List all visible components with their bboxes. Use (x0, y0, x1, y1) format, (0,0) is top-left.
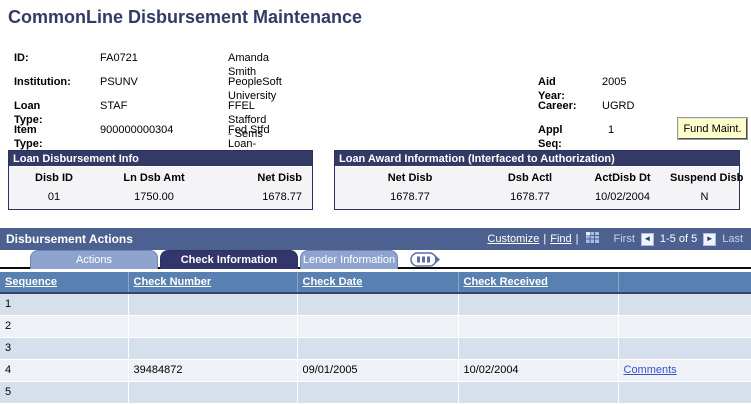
appl-seq-label: Appl Seq: (538, 124, 563, 150)
sequence-cell: 5 (0, 381, 129, 404)
download-grid-icon[interactable] (585, 231, 600, 247)
grid-row-5: 5 (0, 381, 751, 404)
column-header-disb-id: Disb ID (35, 172, 73, 184)
award-net-disb-value: 1678.77 (390, 191, 430, 203)
grid-row-1: 1 (0, 293, 751, 316)
actdisb-dt-value: 10/02/2004 (594, 191, 651, 203)
column-header-net-disb: Net Disb (257, 172, 302, 184)
career-value: UGRD (602, 100, 635, 112)
find-link[interactable]: Find (550, 233, 572, 245)
loan-type-label: Loan Type: (14, 100, 43, 126)
check-number-cell: 39484872 (128, 359, 298, 382)
column-header-suspend-disb: Suspend Disb (670, 172, 744, 184)
column-header-ln-dsb-amt: Ln Dsb Amt (123, 172, 185, 184)
check-number-cell (128, 293, 298, 316)
previous-rows-icon[interactable]: ◄ (640, 232, 654, 246)
grid-header-empty (618, 272, 751, 294)
separator: | (575, 233, 579, 245)
sort-check-date-link[interactable]: Check Date (302, 276, 363, 288)
link-cell (618, 315, 751, 338)
check-received-cell (458, 315, 619, 338)
check-received-cell (458, 337, 619, 360)
fund-maint-button[interactable]: Fund Maint. (678, 118, 747, 139)
sequence-cell: 4 (0, 359, 129, 382)
comments-link[interactable]: Comments (623, 364, 677, 376)
column-header-actdisb-dt: ActDisb Dt (594, 172, 651, 184)
grid-row-4: 4 39484872 09/01/2005 10/02/2004 Comment… (0, 359, 751, 382)
dsb-actl-value: 1678.77 (510, 191, 550, 203)
disbursement-actions-tabs: Actions Check Information Lender Informa… (0, 250, 751, 269)
aid-year-value: 2005 (602, 76, 627, 88)
loan-disbursement-info-title: Loan Disbursement Info (9, 151, 312, 167)
page-title: CommonLine Disbursement Maintenance (8, 7, 363, 27)
item-type-label: Item Type: (14, 124, 43, 150)
sort-sequence-link[interactable]: Sequence (5, 276, 57, 288)
grid-row-2: 2 (0, 315, 751, 338)
check-date-cell (297, 293, 459, 316)
id-description: Amanda Smith (228, 52, 269, 78)
check-received-cell: 10/02/2004 (458, 359, 619, 382)
check-date-cell (297, 315, 459, 338)
check-information-grid: Sequence Check Number Check Date Check R… (0, 272, 751, 404)
sequence-cell: 1 (0, 293, 129, 316)
pagination-range: 1-5 of 5 (659, 233, 698, 245)
loan-disbursement-info-box: Loan Disbursement Info Disb ID Ln Dsb Am… (8, 150, 313, 210)
check-received-cell (458, 381, 619, 404)
next-rows-icon[interactable]: ► (703, 232, 717, 246)
career-label: Career: (538, 100, 577, 112)
check-date-cell (297, 337, 459, 360)
check-number-cell (128, 337, 298, 360)
id-label: ID: (14, 52, 29, 64)
loan-disbursement-row: 01 1750.00 1678.77 (9, 188, 312, 207)
sort-check-number-link[interactable]: Check Number (133, 276, 212, 288)
institution-label: Institution: (14, 76, 71, 88)
check-number-cell (128, 381, 298, 404)
grid-row-3: 3 (0, 337, 751, 360)
check-number-cell (128, 315, 298, 338)
link-cell (618, 381, 751, 404)
loan-type-description: FFEL Stafford - Sems (228, 100, 267, 140)
sequence-cell: 3 (0, 337, 129, 360)
show-all-columns-icon[interactable] (410, 252, 441, 270)
aid-year-label: Aid Year: (538, 76, 565, 102)
institution-value: PSUNV (100, 76, 138, 88)
check-date-cell: 09/01/2005 (297, 359, 459, 382)
loan-type-value: STAF (100, 100, 128, 112)
disb-id-value: 01 (47, 191, 61, 203)
loan-award-information-title: Loan Award Information (Interfaced to Au… (335, 151, 739, 167)
check-received-cell (458, 293, 619, 316)
sequence-cell: 2 (0, 315, 129, 338)
disbursement-actions-title: Disbursement Actions (6, 232, 133, 246)
id-value: FA0721 (100, 52, 138, 64)
tab-check-information[interactable]: Check Information (160, 250, 298, 269)
suspend-disb-value: N (700, 191, 709, 203)
separator: | (543, 233, 547, 245)
link-cell (618, 293, 751, 316)
net-disb-value: 1678.77 (262, 191, 302, 203)
check-date-cell (297, 381, 459, 404)
loan-award-information-box: Loan Award Information (Interfaced to Au… (334, 150, 744, 210)
loan-award-row: 1678.77 1678.77 10/02/2004 N (335, 188, 739, 207)
link-cell (618, 337, 751, 360)
column-header-award-net-disb: Net Disb (387, 172, 433, 184)
disbursement-actions-bar: Disbursement Actions Customize | Find | … (0, 228, 751, 250)
pagination-last[interactable]: Last (722, 233, 743, 245)
pagination-first[interactable]: First (613, 233, 635, 245)
ln-dsb-amt-value: 1750.00 (134, 191, 174, 203)
tab-actions[interactable]: Actions (30, 250, 158, 269)
customize-link[interactable]: Customize (487, 233, 540, 245)
column-header-dsb-actl: Dsb Actl (507, 172, 553, 184)
institution-description: PeopleSoft University (228, 76, 282, 102)
tab-lender-information[interactable]: Lender Information (300, 250, 398, 269)
sort-check-received-link[interactable]: Check Received (463, 276, 548, 288)
appl-seq-value: 1 (608, 124, 615, 136)
item-type-value: 900000000304 (100, 124, 174, 136)
